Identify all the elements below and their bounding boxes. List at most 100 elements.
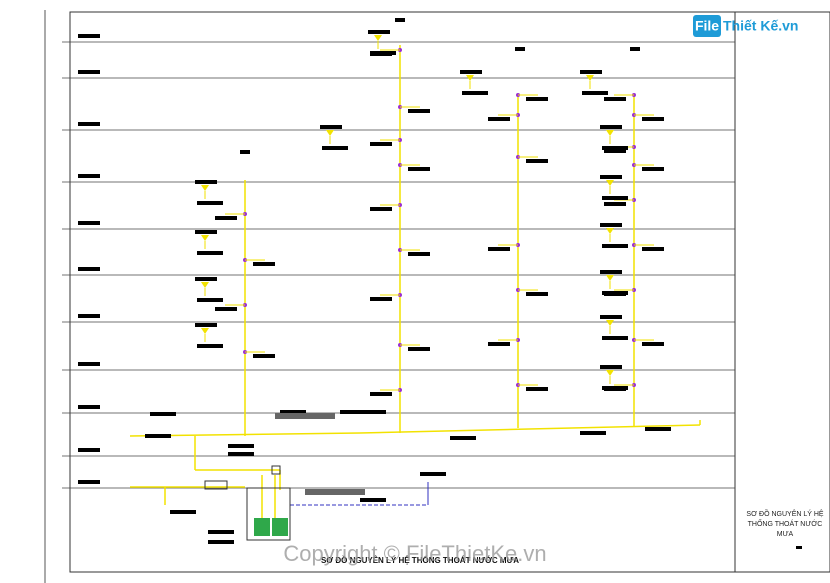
roof-drain xyxy=(606,370,614,376)
roof-drain xyxy=(606,275,614,281)
fixture-label xyxy=(195,323,217,327)
level-tag xyxy=(78,221,90,225)
pipe-label xyxy=(253,262,275,266)
logo-brand: File xyxy=(695,18,719,34)
watermark: Copyright © FileThietKe.vn xyxy=(283,541,546,566)
pipe-label xyxy=(645,427,671,431)
fixture-label xyxy=(197,201,223,205)
pipe-label xyxy=(488,117,510,121)
title-mark xyxy=(796,546,802,549)
pipe-label xyxy=(642,342,664,346)
level-tag xyxy=(90,362,100,366)
title-line: SƠ ĐỒ NGUYÊN LÝ HỆ xyxy=(746,508,824,518)
level-tag xyxy=(90,480,100,484)
level-tag xyxy=(78,448,90,452)
pipe-label xyxy=(420,472,446,476)
level-tag xyxy=(90,221,100,225)
pipe-label xyxy=(215,307,237,311)
fixture-label xyxy=(602,244,628,248)
pump-pit xyxy=(246,487,291,541)
pipe-label xyxy=(604,202,626,206)
fixture-label xyxy=(602,291,628,295)
roof-drain xyxy=(201,328,209,334)
pipe-label xyxy=(370,392,392,396)
fixture-label xyxy=(460,70,482,74)
level-tag xyxy=(78,480,90,484)
level-tag xyxy=(90,70,100,74)
pipe-label xyxy=(642,247,664,251)
pipe-label xyxy=(526,292,548,296)
pipe-label xyxy=(208,540,234,544)
fixture-label xyxy=(197,344,223,348)
pipe-label xyxy=(215,216,237,220)
roof-drain xyxy=(326,130,334,136)
diagram-layer xyxy=(62,18,735,544)
level-tag xyxy=(90,405,100,409)
pipe-label xyxy=(145,434,171,438)
riser-tag xyxy=(515,47,525,51)
level-tag xyxy=(78,34,90,38)
fixture-label xyxy=(602,196,628,200)
pipe-label xyxy=(253,354,275,358)
pipe-label xyxy=(408,109,430,113)
fixture-label xyxy=(602,386,628,390)
pipe-label xyxy=(604,97,626,101)
fixture-label xyxy=(320,125,342,129)
fixture-label xyxy=(602,146,628,150)
level-tag xyxy=(90,314,100,318)
level-tag xyxy=(78,174,90,178)
fixture-label xyxy=(580,70,602,74)
fixture-label xyxy=(368,30,390,34)
fixture-label xyxy=(197,251,223,255)
pipe-label xyxy=(488,342,510,346)
fixture-label xyxy=(197,298,223,302)
roof-drain xyxy=(606,180,614,186)
grate xyxy=(305,489,365,495)
riser-tag xyxy=(630,47,640,51)
title-line: THỐNG THOÁT NƯỚC xyxy=(748,518,823,528)
roof-drain xyxy=(374,35,382,41)
roof-drain xyxy=(201,185,209,191)
fixture-label xyxy=(195,230,217,234)
fixture-label xyxy=(600,125,622,129)
valve-box xyxy=(204,480,228,490)
pump xyxy=(272,518,288,536)
pipe-label xyxy=(228,452,254,456)
pipe-label xyxy=(370,297,392,301)
roof-drain xyxy=(466,75,474,81)
pipe-label xyxy=(408,167,430,171)
level-tag xyxy=(78,70,90,74)
fixture-label xyxy=(600,365,622,369)
level-tag xyxy=(90,448,100,452)
roof-drain xyxy=(201,282,209,288)
grate xyxy=(275,413,335,419)
level-tag xyxy=(90,267,100,271)
title-block-frame xyxy=(734,11,830,573)
pipe xyxy=(359,424,701,434)
logo: File Thiết Kế.vn xyxy=(693,15,798,37)
pipe-label xyxy=(642,167,664,171)
level-tag xyxy=(78,267,90,271)
pipe-label xyxy=(150,412,176,416)
pipe-label xyxy=(450,436,476,440)
pipe-label xyxy=(360,498,386,502)
pump xyxy=(254,518,270,536)
pipe-label xyxy=(526,97,548,101)
logo-badge xyxy=(693,15,721,37)
fixture-label xyxy=(600,315,622,319)
roof-drain xyxy=(606,130,614,136)
pipe-label xyxy=(488,247,510,251)
fixture-label xyxy=(600,223,622,227)
fixture-label xyxy=(602,336,628,340)
fixture-label xyxy=(195,277,217,281)
level-tag xyxy=(90,122,100,126)
pipe-label xyxy=(526,387,548,391)
fixture-label xyxy=(370,51,396,55)
fixture-label xyxy=(600,270,622,274)
pipe-label xyxy=(408,252,430,256)
pipe-label xyxy=(170,510,196,514)
pipe-label xyxy=(360,410,386,414)
fixture-label xyxy=(600,175,622,179)
